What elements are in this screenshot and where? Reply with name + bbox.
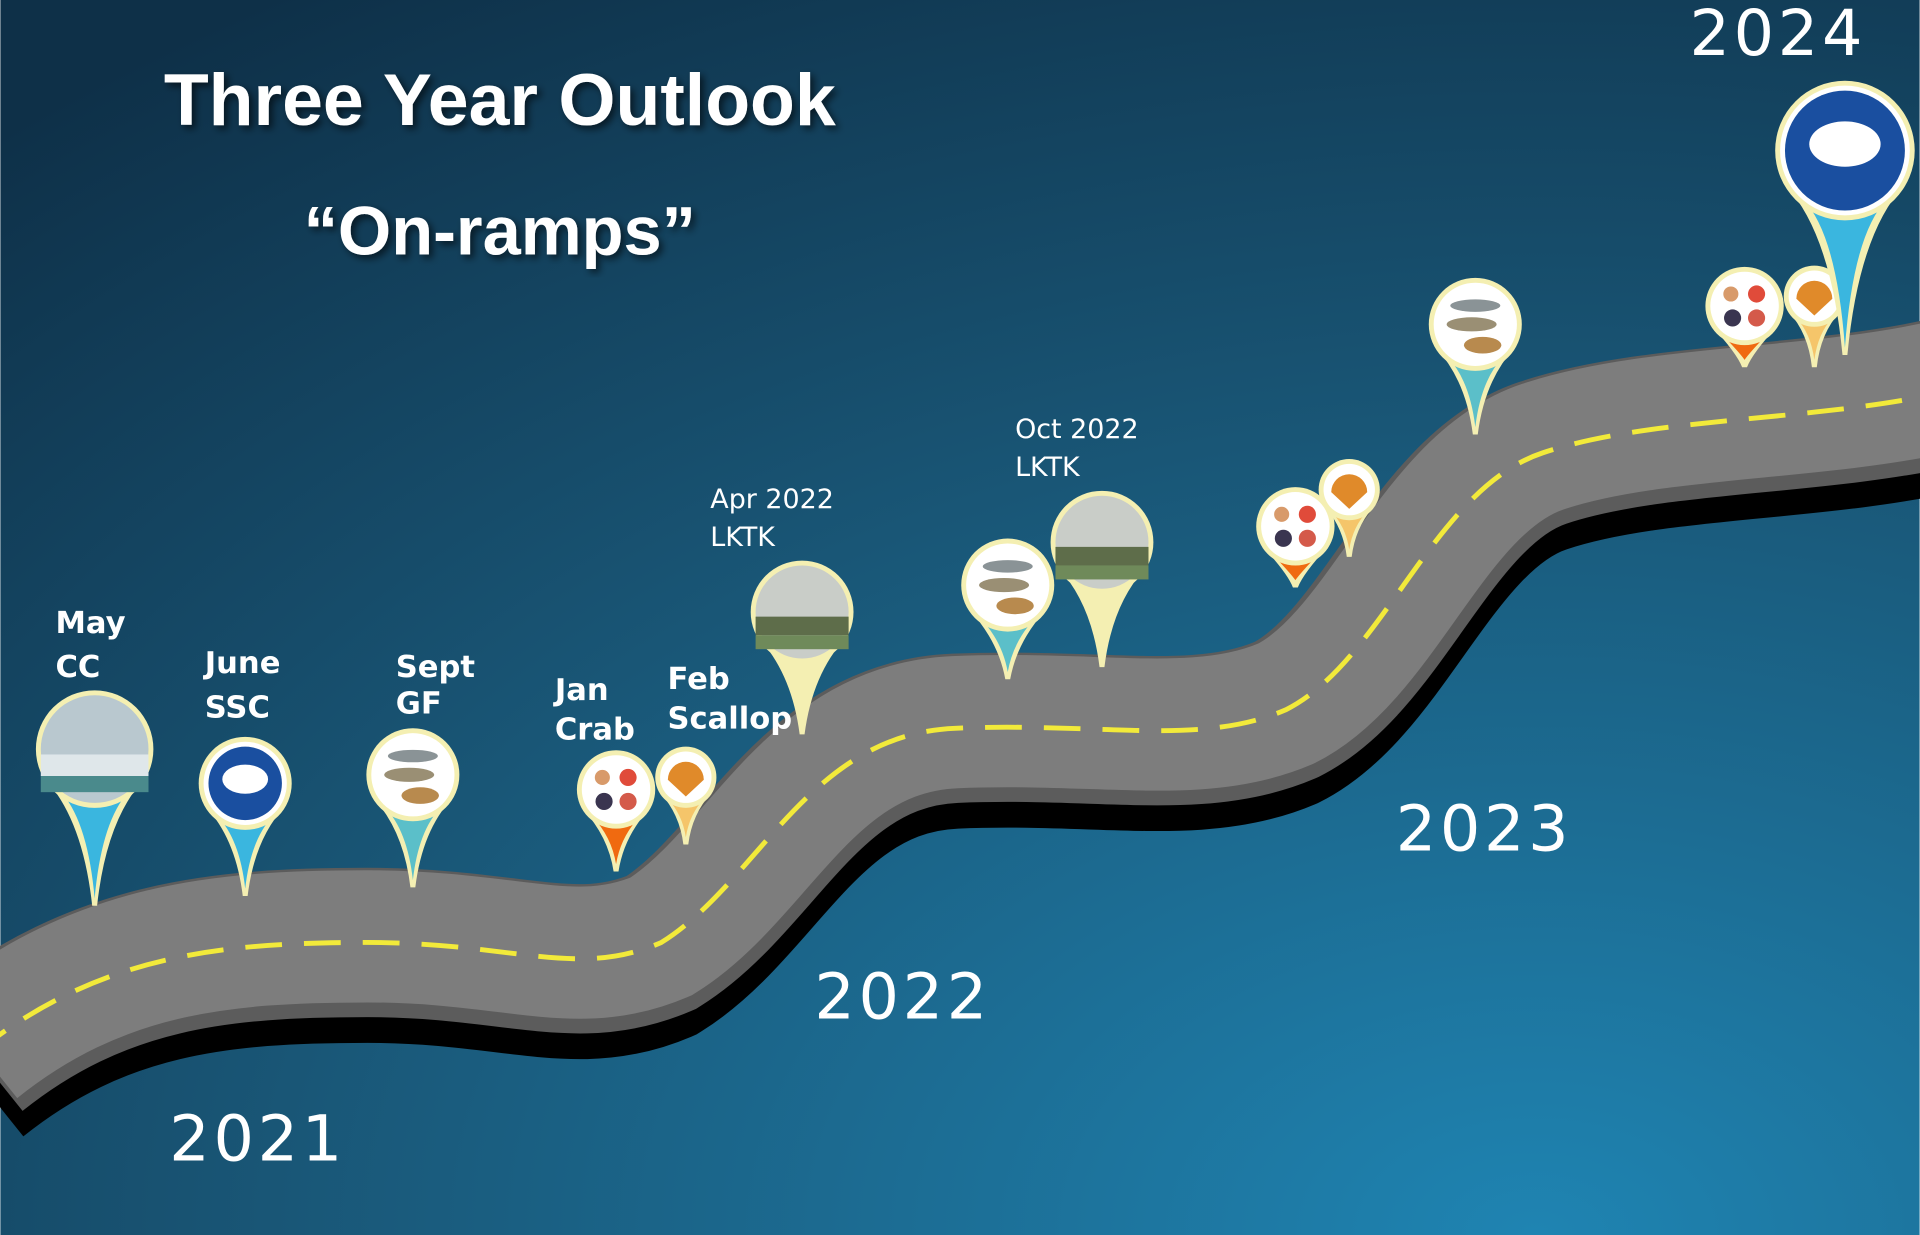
crab-icon (1724, 309, 1741, 326)
fish-icon (979, 578, 1029, 592)
year-label: 2021 (169, 1102, 346, 1176)
fish-icon (388, 750, 438, 762)
logo-fish (222, 765, 268, 794)
crab-icon (1274, 507, 1289, 522)
crab-icon (595, 793, 612, 810)
icon-bg (1261, 492, 1330, 561)
icon-bg (582, 755, 651, 824)
crab-icon (1275, 530, 1292, 547)
subtitle: “On-ramps” (304, 193, 696, 270)
year-label: 2024 (1689, 0, 1866, 71)
crab-icon (1748, 285, 1765, 302)
year-label: 2022 (814, 960, 991, 1034)
fish-icon (996, 598, 1033, 615)
fish-icon (401, 787, 438, 804)
crab-icon (1299, 530, 1316, 547)
slide: Three Year Outlook “On-ramps” 2021 2022 … (0, 0, 1920, 1235)
icon-bg (1710, 272, 1779, 341)
fish-icon (384, 768, 434, 782)
fish-icon (983, 560, 1033, 572)
fish-icon (1464, 337, 1501, 354)
crab-icon (619, 793, 636, 810)
fish-icon (1447, 317, 1497, 331)
photo-ground (1055, 565, 1148, 579)
year-label: 2023 (1396, 793, 1573, 867)
crab-icon (1299, 506, 1316, 523)
crab-icon (1723, 286, 1738, 301)
crab-icon (1748, 309, 1765, 326)
photo-ground (41, 754, 149, 776)
background (0, 0, 1919, 1235)
logo-fish (1809, 121, 1880, 166)
fish-icon (1450, 299, 1500, 311)
crab-icon (619, 769, 636, 786)
photo-ground (756, 617, 849, 636)
photo-ground (41, 776, 149, 792)
crab-icon (595, 770, 610, 785)
photo-ground (756, 635, 849, 649)
photo-ground (1055, 547, 1148, 566)
title: Three Year Outlook (164, 59, 836, 141)
